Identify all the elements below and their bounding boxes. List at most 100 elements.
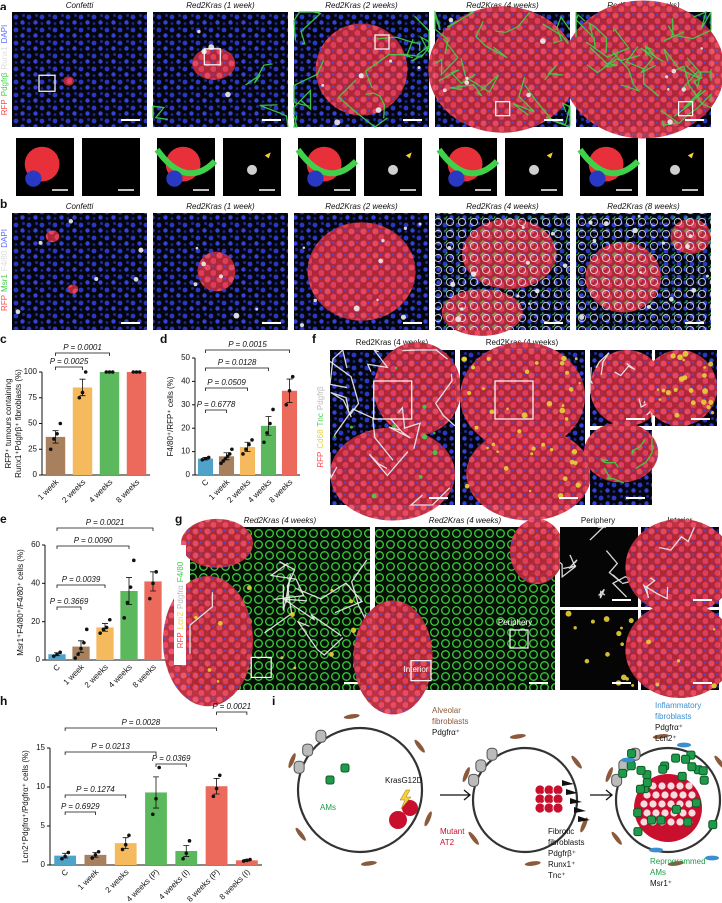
significance-bracket [55,352,110,356]
y-axis-label: Runx1⁺Pdgfrβ⁺ fibroblasts (%) [14,369,23,478]
fibrotic-fibroblast [574,807,586,813]
fibre-signal [646,409,653,423]
cell-signal [299,323,305,328]
fibre-signal [397,405,421,449]
cell-signal [666,88,670,91]
significance-bracket [56,545,130,549]
mutant-cell [643,791,651,799]
mutant-cell [543,784,555,796]
data-point [151,812,155,817]
fibre-signal [450,84,483,97]
cell-signal [467,390,472,396]
fibre-signal [475,20,508,59]
zoom-box [495,101,511,117]
macrophage [635,784,645,794]
fibre-signal [552,15,571,44]
significance-bracket [56,606,82,610]
fibre-signal [625,45,660,97]
image-title: Red2Kras (1 week) [186,202,255,211]
p-value: P = 0.0028 [122,718,161,727]
data-point [77,395,82,400]
schematic-marker: Tnc⁺ [548,871,566,880]
at1-cell [468,773,480,787]
schematic-marker: Pdgfrα⁺ [432,728,460,737]
data-point [80,390,85,395]
cell-signal [690,400,696,406]
cell-signal [486,446,489,450]
data-point [203,456,208,461]
cell-signal [491,442,496,447]
cell-signal [432,450,438,456]
macrophage [699,775,709,785]
cell-signal [549,448,554,452]
data-point [137,370,142,374]
significance-bracket [56,527,154,531]
mutant-cell [543,802,555,814]
data-point [125,600,130,605]
cell-signal [578,382,581,385]
cell-signal [590,619,595,624]
y-tick-label: 50 [181,353,190,362]
p-value: P = 0.0128 [218,358,257,367]
data-point [104,625,109,630]
mutant-cell [389,811,407,829]
significance-bracket [56,584,106,588]
y-tick-label: 0 [36,655,41,664]
mutant-cell [402,800,418,816]
macrophage [633,827,643,837]
tumour-signal [466,427,592,521]
cell-signal [667,119,673,125]
fibre-signal [562,102,571,113]
inset-blue [166,170,183,187]
cell-signal [496,450,499,453]
cell-signal [550,231,555,236]
bar [145,792,167,865]
data-point [287,388,292,393]
fibre-signal [364,38,414,89]
tumour-signal [353,600,433,715]
cell-signal [349,599,354,604]
tumour-signal [642,350,717,426]
fibre-signal [365,92,386,119]
mutant-cell [543,793,555,805]
bar [260,425,277,475]
data-point [58,421,63,426]
inflammatory-fibroblast [621,757,635,763]
overlay [435,213,570,330]
cell-signal [38,240,43,245]
fibre-signal [589,46,619,68]
fibre-signal [402,349,448,360]
mutant-cell [676,782,684,790]
fibre-signal [368,451,409,477]
cell-signal [559,360,565,366]
schematic-marker: Pdgfrα⁺ [655,723,683,732]
image-title: Red2Kras (4 weeks) [429,516,502,525]
stain-name: F4/80 [0,250,9,271]
data-point [268,421,272,426]
stain-name: RFP [176,632,185,648]
arrowhead [546,152,553,159]
cell-signal [349,425,353,429]
cell-signal [708,399,714,406]
cell-signal [459,307,464,311]
tumour-signal [197,251,236,292]
mutant-cell [685,800,693,808]
x-tick-label: 2 weeks [60,478,87,505]
fibre-signal [460,57,500,93]
p-value: P = 0.0021 [86,518,125,527]
zoom-box [509,629,529,649]
fibre-signal [642,583,669,600]
cell-signal [620,674,627,681]
fibre-signal [296,620,344,656]
inset-nucleus [529,164,539,175]
cell-signal [673,387,678,392]
bar [144,581,162,660]
cell-signal [674,412,680,418]
cell-signal [450,281,456,288]
data-point [107,370,112,374]
cell-signal [418,222,422,226]
arrowhead [405,152,412,159]
image-title: Red2Kras (4 weeks) [356,338,429,347]
data-point [123,842,128,847]
fibroblast [468,831,479,845]
